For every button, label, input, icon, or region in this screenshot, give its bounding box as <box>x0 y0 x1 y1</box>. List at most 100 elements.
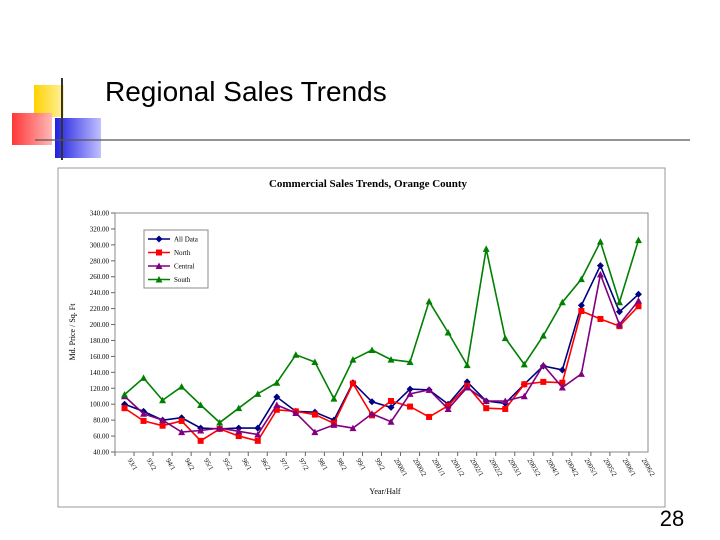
data-point <box>197 426 205 434</box>
data-point <box>615 308 623 316</box>
data-point <box>425 386 433 393</box>
data-point <box>463 361 471 369</box>
data-point <box>273 401 281 408</box>
data-point <box>539 361 547 369</box>
data-point <box>615 321 623 328</box>
data-point <box>482 397 490 405</box>
data-point <box>558 366 566 374</box>
y-tick-label: 100.00 <box>90 401 110 409</box>
y-tick-label: 320.00 <box>90 225 110 233</box>
data-point <box>520 392 528 400</box>
data-point <box>387 356 395 363</box>
data-point <box>349 380 356 387</box>
data-point <box>634 290 642 298</box>
data-point <box>292 351 300 358</box>
data-point <box>121 391 129 398</box>
data-point <box>121 405 128 412</box>
data-point <box>368 410 376 417</box>
data-point <box>235 404 243 412</box>
series-line <box>123 271 640 436</box>
y-tick-label: 80.00 <box>93 417 109 425</box>
data-point <box>330 421 338 428</box>
data-point <box>330 395 338 402</box>
data-point <box>197 437 204 444</box>
data-point <box>140 410 148 417</box>
data-point <box>577 301 585 309</box>
data-point <box>444 329 452 336</box>
legend-marker <box>155 262 163 269</box>
data-point <box>178 428 186 436</box>
data-point <box>387 403 395 411</box>
data-point <box>159 416 167 424</box>
data-point <box>311 358 319 365</box>
data-point <box>311 411 318 418</box>
y-tick-label: 120.00 <box>90 385 110 393</box>
data-point <box>407 403 414 410</box>
data-point <box>273 393 281 401</box>
legend-label: Central <box>174 263 195 271</box>
y-tick-label: 180.00 <box>90 337 110 345</box>
data-point <box>634 236 642 244</box>
series-line <box>124 305 640 442</box>
data-point <box>501 397 509 405</box>
data-point <box>349 356 357 363</box>
data-point <box>559 379 566 386</box>
page-number: 28 <box>660 506 684 531</box>
data-point <box>444 405 452 412</box>
data-point <box>558 383 566 391</box>
data-point <box>368 346 376 354</box>
data-point <box>254 437 261 444</box>
data-point <box>197 401 205 408</box>
data-point <box>178 383 186 390</box>
data-point <box>596 262 604 270</box>
legend-marker <box>155 235 163 243</box>
y-tick-label: 340.00 <box>90 210 110 218</box>
data-point <box>235 433 242 440</box>
x-axis-label: Year/Half <box>369 487 401 496</box>
data-point <box>483 405 490 412</box>
data-point <box>426 413 433 420</box>
data-point <box>482 245 490 252</box>
data-point <box>254 430 262 438</box>
data-point <box>558 298 566 306</box>
data-point <box>159 396 167 404</box>
y-tick-label: 300.00 <box>90 241 110 249</box>
y-tick-label: 160.00 <box>90 353 110 361</box>
data-point <box>349 424 357 432</box>
data-point <box>254 390 262 397</box>
data-point <box>292 409 300 416</box>
data-point <box>159 422 166 429</box>
series-line <box>123 239 640 424</box>
data-point <box>235 427 243 435</box>
data-point <box>634 297 642 304</box>
data-point <box>539 332 547 339</box>
data-point <box>273 406 280 413</box>
data-point <box>388 398 395 405</box>
data-point <box>501 334 509 342</box>
data-point <box>406 358 414 365</box>
data-point <box>216 424 224 432</box>
chart-frame <box>57 167 666 508</box>
data-point <box>596 238 604 245</box>
data-point <box>520 360 528 368</box>
data-point <box>254 424 262 432</box>
data-point <box>425 297 433 305</box>
data-point <box>273 379 281 386</box>
chart-title: Commercial Sales Trends, Orange County <box>269 178 468 190</box>
y-tick-label: 220.00 <box>90 305 110 313</box>
legend-marker <box>155 276 163 283</box>
data-point <box>140 374 148 381</box>
data-point <box>577 275 585 283</box>
legend-marker <box>156 249 162 256</box>
data-point <box>578 307 585 314</box>
legend-label: North <box>174 249 191 257</box>
data-point <box>406 385 414 393</box>
data-point <box>463 383 471 391</box>
data-point <box>635 303 642 310</box>
data-point <box>540 378 547 385</box>
y-tick-label: 240.00 <box>90 289 110 297</box>
data-point <box>368 398 376 406</box>
y-tick-label: 40.00 <box>93 449 109 457</box>
data-point <box>311 428 319 436</box>
deco-yellow <box>34 85 64 117</box>
